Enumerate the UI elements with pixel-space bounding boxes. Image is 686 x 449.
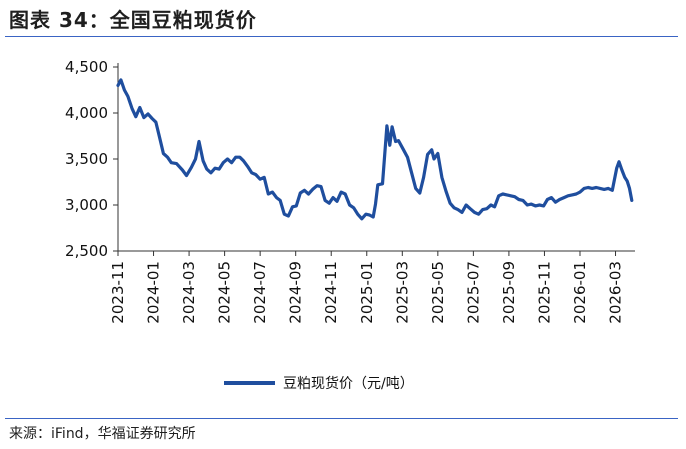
x-tick-label: 2024-05: [216, 261, 234, 324]
legend-label: 豆粕现货价（元/吨）: [283, 375, 414, 392]
source-note: 来源：iFind，华福证券研究所: [9, 423, 196, 443]
x-tick-label: 2024-09: [287, 261, 305, 324]
x-tick-label: 2025-07: [464, 261, 482, 324]
y-tick-label: 3,000: [65, 196, 108, 214]
x-tick-label: 2025-09: [500, 261, 518, 324]
x-tick-label: 2024-07: [251, 261, 269, 324]
line-chart: 2,500 3,000 3,500 4,000 4,500 2023-11 2024-01 2…: [65, 58, 635, 392]
chart-title: 图表 34：全国豆粕现货价: [9, 8, 257, 32]
x-tick-label: 2025-11: [535, 261, 553, 324]
x-tick-label: 2025-01: [358, 261, 376, 324]
title-underline: [5, 36, 678, 37]
x-tick-label: 2024-03: [180, 261, 198, 324]
x-tick-label: 2026-01: [571, 261, 589, 324]
x-tick-label: 2023-11: [109, 261, 127, 324]
source-label: 来源：: [9, 426, 51, 442]
source-text: iFind，华福证券研究所: [51, 426, 196, 442]
y-tick-label: 2,500: [65, 242, 108, 260]
x-tick-label: 2024-11: [322, 261, 340, 324]
x-tick-label: 2025-03: [393, 261, 411, 324]
x-tick-label: 2024-01: [145, 261, 163, 324]
chart-header: 图表 34：全国豆粕现货价: [0, 0, 686, 38]
series-line: [116, 78, 634, 221]
x-tick-label: 2025-05: [429, 261, 447, 324]
y-tick-label: 3,500: [65, 150, 108, 168]
y-tick-label: 4,000: [65, 104, 108, 122]
x-tick-label: 2026-03: [607, 261, 625, 324]
y-tick-label: 4,500: [65, 58, 108, 76]
footer-divider: [5, 418, 678, 419]
